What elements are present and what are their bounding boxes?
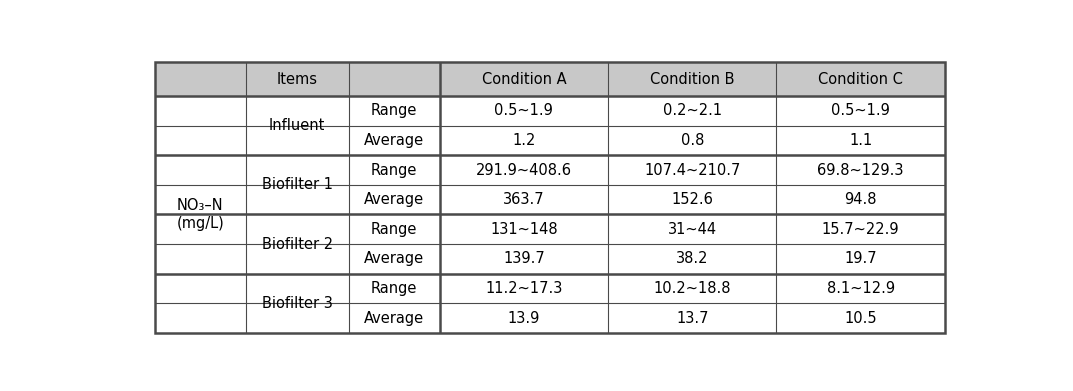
Bar: [155, 274, 945, 303]
Text: 38.2: 38.2: [676, 251, 708, 266]
Text: Range: Range: [371, 222, 417, 237]
Text: Condition B: Condition B: [650, 72, 735, 86]
Text: Biofilter 3: Biofilter 3: [262, 296, 333, 311]
Text: 15.7~22.9: 15.7~22.9: [822, 222, 899, 237]
Text: 107.4~210.7: 107.4~210.7: [644, 163, 740, 178]
Text: Condition A: Condition A: [482, 72, 567, 86]
Text: 13.9: 13.9: [508, 310, 540, 326]
Text: 0.8: 0.8: [680, 133, 704, 148]
Bar: [155, 62, 945, 333]
Text: 94.8: 94.8: [844, 192, 877, 207]
Bar: [155, 215, 945, 244]
Text: 0.2~2.1: 0.2~2.1: [663, 103, 722, 118]
Text: 1.1: 1.1: [849, 133, 872, 148]
Text: Range: Range: [371, 103, 417, 118]
Text: Biofilter 1: Biofilter 1: [262, 178, 333, 192]
Text: 139.7: 139.7: [503, 251, 545, 266]
Text: Average: Average: [364, 251, 424, 266]
Text: 1.2: 1.2: [512, 133, 535, 148]
Text: 0.5~1.9: 0.5~1.9: [832, 103, 891, 118]
Text: 10.2~18.8: 10.2~18.8: [653, 281, 731, 296]
Bar: [155, 96, 945, 126]
Bar: [155, 303, 945, 333]
Text: Range: Range: [371, 163, 417, 178]
Text: 69.8~129.3: 69.8~129.3: [818, 163, 903, 178]
Bar: [155, 185, 945, 215]
Text: 31~44: 31~44: [667, 222, 717, 237]
Text: 0.5~1.9: 0.5~1.9: [495, 103, 554, 118]
Text: Average: Average: [364, 192, 424, 207]
Text: Average: Average: [364, 310, 424, 326]
Text: Influent: Influent: [269, 118, 325, 133]
Text: NO₃–N
(mg/L): NO₃–N (mg/L): [177, 198, 224, 231]
Text: 11.2~17.3: 11.2~17.3: [485, 281, 562, 296]
Text: 13.7: 13.7: [676, 310, 708, 326]
Text: 291.9~408.6: 291.9~408.6: [475, 163, 572, 178]
Text: 19.7: 19.7: [844, 251, 877, 266]
Text: Biofilter 2: Biofilter 2: [262, 237, 333, 251]
Text: 8.1~12.9: 8.1~12.9: [826, 281, 895, 296]
Text: 131~148: 131~148: [490, 222, 558, 237]
Text: Average: Average: [364, 133, 424, 148]
Text: Range: Range: [371, 281, 417, 296]
Bar: [155, 126, 945, 155]
Text: Condition C: Condition C: [819, 72, 903, 86]
Text: 152.6: 152.6: [672, 192, 714, 207]
Bar: [155, 62, 945, 96]
Text: 363.7: 363.7: [503, 192, 545, 207]
Bar: [155, 155, 945, 185]
Text: 10.5: 10.5: [844, 310, 877, 326]
Text: Items: Items: [277, 72, 318, 86]
Bar: [155, 244, 945, 274]
